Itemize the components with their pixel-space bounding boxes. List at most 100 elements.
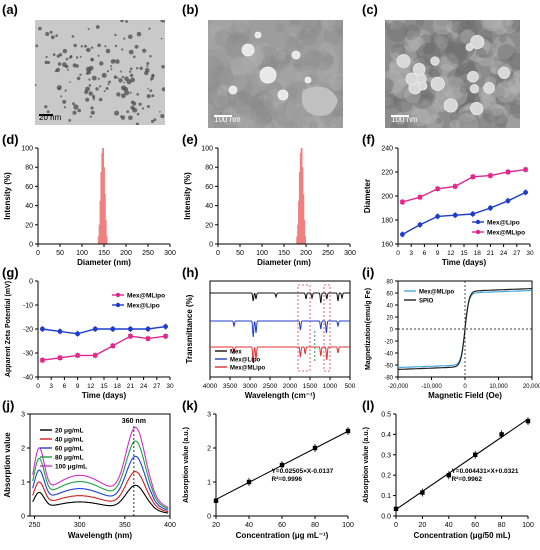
chart-e-x-tick-label: 200	[300, 250, 312, 257]
sem-texture	[323, 24, 343, 45]
chart-d-x-tick-label: 50	[56, 250, 64, 257]
sem-texture	[216, 31, 224, 40]
scale-bar-label-c: 100 nm	[391, 115, 418, 124]
tem-particle	[128, 115, 133, 121]
sem-texture	[226, 33, 238, 45]
chart-g-legend-label: Mex@MLipo	[127, 293, 165, 300]
sem-texture	[410, 107, 430, 127]
chart-f-series-line	[402, 191, 526, 236]
chart-g-point	[40, 326, 45, 332]
chart-i-x-tick-label: -10,000	[421, 384, 442, 390]
chart-g-y-label: Apparent Zeta Potential (mV)	[5, 281, 12, 377]
tem-particle	[114, 33, 117, 37]
chart-f-point	[488, 173, 493, 178]
sem-texture	[459, 84, 469, 94]
chart-e-y-tick-label: 0	[209, 242, 213, 249]
chart-i-y-tick-label: 20	[386, 316, 393, 322]
tem-particle	[88, 78, 91, 81]
tem-particle	[129, 70, 132, 73]
chart-g-point	[57, 329, 63, 334]
sem-texture	[491, 35, 515, 60]
sem-texture	[407, 35, 423, 50]
tem-particle	[85, 49, 88, 51]
sem-texture	[422, 42, 436, 55]
tem-particle	[76, 76, 81, 81]
chart-f-point	[400, 199, 405, 205]
tem-particle	[89, 115, 92, 118]
sem-texture	[390, 47, 401, 59]
sem-texture	[322, 54, 334, 66]
tem-particle	[104, 45, 107, 48]
sem-texture	[514, 97, 520, 106]
sem-texture	[254, 90, 274, 109]
sem-texture	[494, 114, 508, 128]
sem-texture	[456, 113, 479, 128]
sem-texture	[210, 97, 220, 107]
sem-texture	[321, 20, 343, 32]
tem-particle	[136, 67, 139, 70]
tem-particle	[88, 84, 92, 87]
chart-g-series-line	[42, 325, 166, 335]
chart-h-spectrum-mex-lipo	[210, 320, 350, 338]
chart-d-y-tick-label: 0	[29, 242, 33, 249]
sem-texture	[502, 20, 520, 33]
tem-particle	[60, 95, 63, 98]
sem-texture	[447, 21, 471, 45]
sem-texture	[279, 51, 288, 60]
vesicle	[259, 66, 277, 84]
tem-particle	[149, 89, 153, 92]
sem-texture	[417, 49, 425, 56]
tem-particle	[129, 73, 134, 78]
sem-texture	[426, 72, 433, 79]
tem-particle	[75, 56, 79, 59]
chart-j-x-label: Wavelength (nm)	[68, 531, 132, 540]
vesicle	[277, 89, 289, 101]
sem-texture	[416, 20, 425, 26]
chart-f-y-tick-label: 220	[381, 170, 393, 177]
sem-texture	[314, 49, 340, 75]
chart-d-x-tick-label: 150	[98, 250, 110, 257]
chart-g-legend-marker	[115, 302, 121, 308]
sem-texture	[410, 38, 420, 48]
tem-particle	[71, 35, 75, 38]
sem-texture	[386, 20, 408, 43]
membrane-vesicle	[405, 72, 419, 86]
chart-g-point	[40, 358, 45, 363]
sem-texture	[302, 115, 323, 128]
chart-h-legend-label: Mex@MLipo	[230, 366, 266, 372]
chart-g-x-tick-label: 0	[36, 383, 40, 390]
sem-texture	[511, 97, 519, 105]
chart-g-x-tick-label: 9	[76, 383, 80, 390]
panel-label-k: (k)	[182, 398, 198, 413]
tem-particle	[47, 61, 51, 64]
tem-particle	[68, 119, 72, 122]
sem-texture	[492, 20, 508, 35]
sem-texture	[315, 60, 338, 84]
tem-particle	[161, 65, 165, 69]
chart-e-y-tick-label: 80	[205, 165, 213, 172]
chart-h-x-tick-label: 500	[345, 383, 356, 390]
sem-texture	[319, 114, 335, 128]
chart-k-point	[246, 479, 252, 485]
chart-k-y-label: Absorption value (a.u.)	[183, 427, 190, 503]
tem-particle	[93, 98, 95, 101]
sem-texture	[259, 93, 267, 101]
chart-k-calibration: 20 40 60 80 100 0 1 2 3 Concentration (μg mL⁻¹) Ab…	[183, 412, 354, 541]
sem-texture	[496, 108, 504, 116]
membrane-vesicle	[443, 98, 458, 113]
tem-particle	[130, 105, 135, 110]
tem-particle	[160, 114, 165, 119]
tem-particle	[64, 89, 67, 92]
sem-texture	[457, 89, 476, 108]
chart-g-series-line	[42, 335, 166, 361]
tem-particle	[72, 102, 75, 106]
sem-texture	[392, 95, 401, 103]
sem-texture	[459, 26, 472, 40]
chart-i-x-label: Magnetic Field (Oe)	[428, 391, 502, 400]
chart-e-x-tick-label: 150	[278, 250, 290, 257]
chart-k-point	[312, 445, 318, 451]
tem-particle	[44, 60, 48, 65]
chart-d-y-tick-label: 100	[21, 146, 33, 153]
sem-texture	[335, 121, 343, 128]
